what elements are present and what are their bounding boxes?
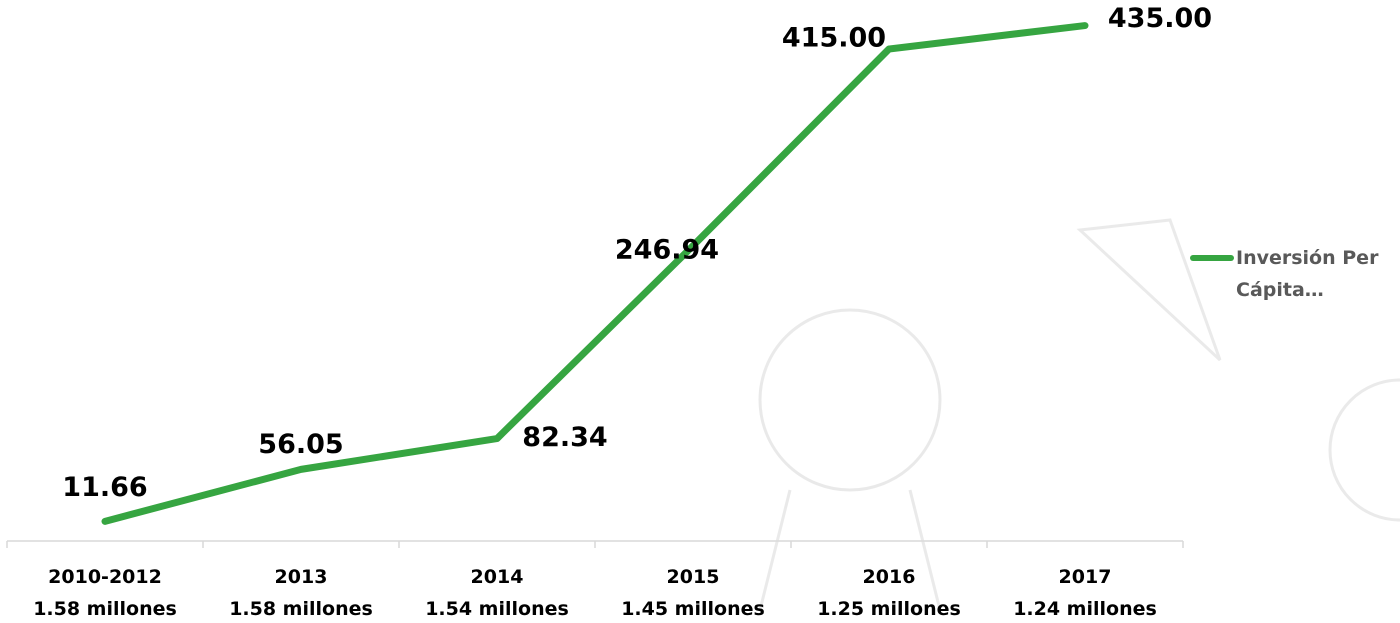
x-tick-label: 2016 1.25 millones: [817, 566, 961, 620]
x-tick-label-line: 2010-2012: [48, 566, 162, 588]
x-tick-label-line: 1.58 millones: [33, 598, 177, 620]
data-label: 11.66: [62, 472, 147, 503]
x-tick-label-line: 2013: [275, 566, 328, 588]
x-tick-label: 2013 1.58 millones: [229, 566, 373, 620]
x-tick-label-line: 2015: [667, 566, 720, 588]
x-tick-label-line: 1.54 millones: [425, 598, 569, 620]
x-tick-label-line: 2014: [471, 566, 524, 588]
data-label: 82.34: [522, 422, 607, 453]
x-tick-label-line: 1.45 millones: [621, 598, 765, 620]
x-tick-label-line: 2017: [1059, 566, 1112, 588]
x-tick-label: 2010-2012 1.58 millones: [33, 566, 177, 620]
x-tick-label: 2015 1.45 millones: [621, 566, 765, 620]
x-tick-label: 2014 1.54 millones: [425, 566, 569, 620]
page: 2010-20121.58 millones20131.58 millones2…: [0, 0, 1400, 623]
x-tick-label-line: 1.58 millones: [229, 598, 373, 620]
data-label: 246.94: [615, 234, 719, 265]
legend-label: Inversión Per Cápita…: [1236, 242, 1400, 306]
x-tick-label-line: 2016: [863, 566, 916, 588]
x-tick-label: 2017 1.24 millones: [1013, 566, 1157, 620]
legend-swatch: [1190, 255, 1234, 261]
data-label: 435.00: [1108, 3, 1212, 34]
data-label: 56.05: [258, 429, 343, 460]
x-tick-label-line: 1.25 millones: [817, 598, 961, 620]
data-label: 415.00: [782, 22, 886, 53]
chart: 2010-20121.58 millones20131.58 millones2…: [0, 0, 1400, 623]
x-tick-label-line: 1.24 millones: [1013, 598, 1157, 620]
